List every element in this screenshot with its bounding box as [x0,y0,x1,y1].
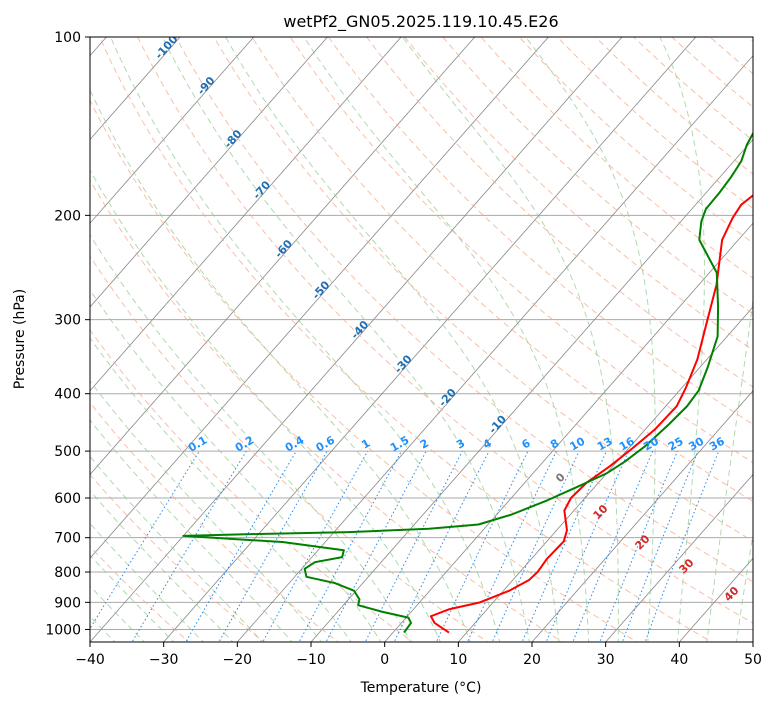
x-tick-label: −20 [223,652,253,668]
moist-adiabat-line [110,37,501,642]
moist-adiabat-line [161,37,530,642]
isotherm-line [531,390,753,642]
moist-adiabat-line [90,337,352,642]
y-tick-label: 400 [54,387,81,403]
mixing-ratio-line [621,450,699,642]
dry-adiabat-line [90,401,340,642]
moist-adiabat-line [90,88,471,642]
x-tick-label: 50 [744,652,762,668]
mixing-ratio-line [185,450,297,642]
dry-adiabat-line [90,545,190,642]
plot-area: -100-90-80-70-60-50-40-30-20-100.1 0.2 0.4… [90,37,753,642]
dewpoint-profile-line [182,131,753,634]
moist-adiabat-line [706,296,753,642]
mixing-ratio-line [325,450,427,642]
moist-adiabat-line [90,289,382,642]
x-axis-ticks: −40 −30 −20 −10 0 10 20 30 40 50 [75,642,762,668]
y-tick-label: 200 [54,208,81,224]
x-tick-label: 20 [523,652,541,668]
moist-adiabat-line [401,37,619,642]
mixing-ratio-line [599,450,678,642]
mixing-ratio-line [298,450,402,642]
isotherm-line [236,55,753,642]
moist-adiabat-line [524,37,656,642]
dry-adiabat-line [98,37,713,642]
mixing-ratio-line [364,450,463,642]
plot-frame [89,36,754,643]
dry-adiabat-line [213,37,753,542]
isotherm-line [384,222,753,642]
y-tick-label: 600 [54,491,81,507]
y-tick-label: 500 [54,444,81,460]
isotherm-line [90,37,402,392]
moist-adiabat-line [303,37,590,642]
x-axis-label: Temperature (°C) [360,680,482,696]
mixing-ratio-line [644,450,720,642]
moist-adiabat-line [90,419,293,642]
isotherm-line [90,37,476,476]
dry-adiabats [90,37,753,642]
x-tick-label: −10 [296,652,326,668]
mixing-ratio-line [466,450,557,642]
y-tick-label: 900 [54,595,81,611]
isotherm-line [605,473,753,642]
moist-adiabat-line [225,37,560,642]
dry-adiabat-line [90,99,638,642]
profile-series [182,131,753,634]
moist-adiabat-line [90,234,412,642]
dry-adiabat-line [251,37,753,503]
moist-adiabat-line [659,37,705,642]
isotherm-line [90,37,255,224]
dry-adiabat-line [90,255,489,642]
isotherm-line [90,37,328,308]
isotherm-line [90,37,623,642]
mixing-ratio-line [435,450,529,642]
dry-adiabat-line [404,37,753,351]
moist-adiabat-line [90,455,264,642]
dry-adiabat-line [90,473,265,642]
moist-adiabats [90,37,753,642]
x-tick-label: 0 [380,652,389,668]
x-tick-label: 40 [670,652,688,668]
x-tick-label: 30 [597,652,615,668]
x-tick-label: −40 [75,652,105,668]
mixing-ratio-lines [90,450,720,642]
x-tick-label: 10 [449,652,467,668]
y-tick-label: 300 [54,313,81,329]
dry-adiabat-line [137,37,753,624]
mixing-ratio-line [90,450,200,630]
dry-adiabat-line [90,179,564,642]
y-axis-ticks: 1000 900 800 700 600 500 400 300 200 100 [45,30,90,638]
dry-adiabat-line [175,37,753,583]
moist-adiabat-line [735,531,753,642]
temperature-profile-line [429,194,753,634]
moist-adiabat-line [90,168,441,642]
mixing-ratio-line [572,450,654,642]
y-tick-label: 100 [54,30,81,46]
y-tick-label: 1000 [45,622,81,638]
dry-adiabat-line [90,329,414,642]
chart-title: wetPf2_GN05.2025.119.10.45.E26 [283,12,558,32]
x-tick-label: −30 [149,652,179,668]
dry-adiabat-line [442,37,753,315]
y-tick-label: 700 [54,531,81,547]
y-axis-label: Pressure (hPa) [12,289,28,389]
isotherm-line [310,138,753,642]
y-tick-label: 800 [54,565,81,581]
isotherm-line [90,37,181,141]
moist-adiabat-line [90,380,323,642]
